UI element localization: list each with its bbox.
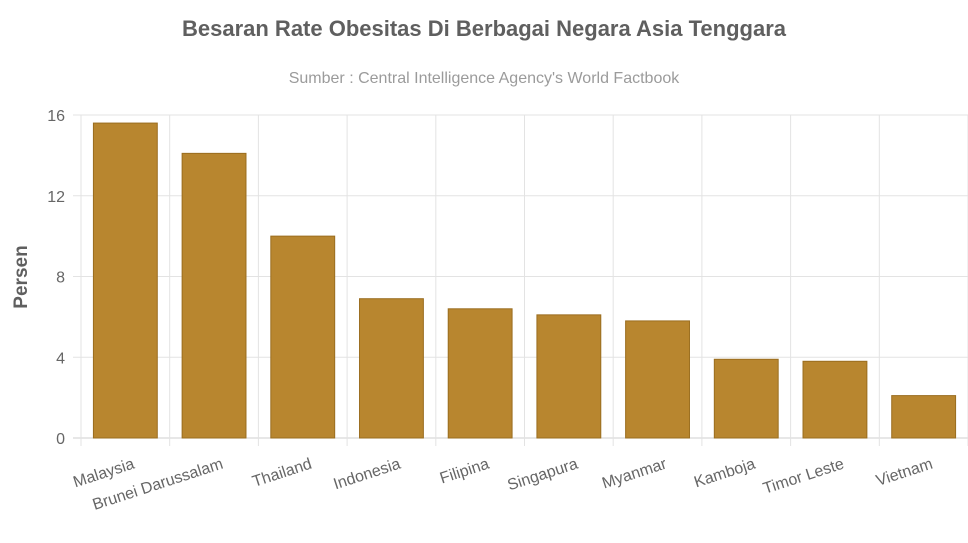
- bar: [359, 298, 424, 439]
- y-tick-labels: 0 4 8 12 16: [47, 108, 65, 448]
- x-tick-label: Indonesia: [331, 456, 402, 494]
- bar: [891, 395, 957, 439]
- x-tick-label: Timor Leste: [761, 456, 846, 498]
- x-tick-label: Filipina: [438, 456, 492, 488]
- bar: [625, 320, 690, 439]
- chart-subtitle: Sumber : Central Intelligence Agency's W…: [288, 70, 680, 87]
- bar: [92, 122, 158, 439]
- x-tick-label: Vietnam: [874, 456, 935, 490]
- bars: [92, 122, 957, 439]
- bar: [447, 308, 513, 439]
- x-tick-label: Kamboja: [692, 456, 757, 492]
- bar: [536, 314, 602, 439]
- x-tick-label: Myanmar: [600, 455, 669, 492]
- bar: [181, 152, 247, 439]
- y-axis-title: Persen: [11, 245, 32, 308]
- y-tick-label: 4: [56, 350, 65, 367]
- bar: [270, 235, 336, 439]
- bar: [802, 360, 868, 439]
- bar: [713, 358, 779, 439]
- x-tick-label: Singapura: [505, 456, 580, 495]
- chart-title: Besaran Rate Obesitas Di Berbagai Negara…: [181, 16, 786, 41]
- y-tick-label: 16: [47, 108, 65, 125]
- y-tick-label: 0: [56, 431, 65, 448]
- y-tick-label: 8: [56, 270, 65, 287]
- y-tick-label: 12: [47, 189, 65, 206]
- x-tick-label: Thailand: [250, 456, 314, 491]
